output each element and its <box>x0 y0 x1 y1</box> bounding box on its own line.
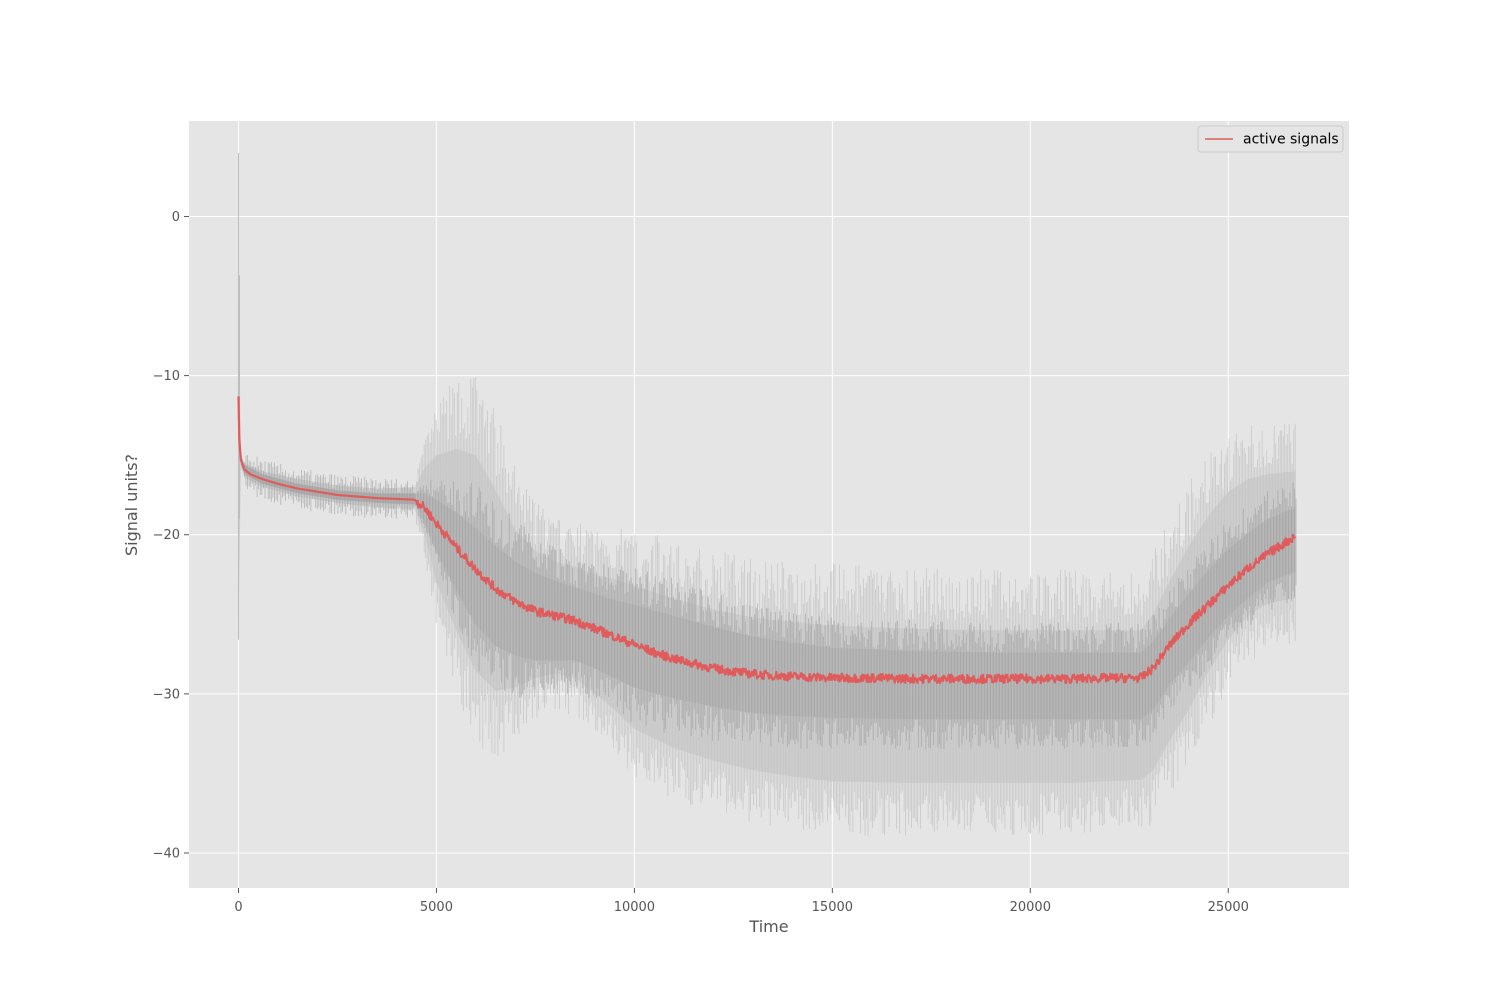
y-tick-label: −10 <box>153 369 180 384</box>
y-tick-label: 0 <box>172 210 180 225</box>
x-tick-label: 5000 <box>420 900 453 915</box>
y-axis-title: Signal units? <box>122 454 141 556</box>
legend-frame <box>1197 125 1344 153</box>
x-tick-label: 0 <box>234 900 242 915</box>
x-tick-label: 15000 <box>812 900 853 915</box>
series-line-active-signals <box>237 396 1297 685</box>
series-lines <box>237 396 1297 685</box>
legend: active signals <box>1197 125 1344 153</box>
x-tick-label: 25000 <box>1208 900 1249 915</box>
x-tick-label: 20000 <box>1010 900 1051 915</box>
legend-label-active-signals: active signals <box>1243 132 1339 148</box>
x-axis-title: Time <box>748 917 788 936</box>
y-axis-ticks: 0 −10 −20 −30 −40 <box>153 210 189 861</box>
y-tick-label: −20 <box>153 528 180 543</box>
y-tick-label: −30 <box>153 687 180 702</box>
y-tick-label: −40 <box>153 846 180 861</box>
x-axis-ticks: 0 5000 10000 15000 20000 25000 <box>234 888 1249 915</box>
x-tick-label: 10000 <box>614 900 655 915</box>
